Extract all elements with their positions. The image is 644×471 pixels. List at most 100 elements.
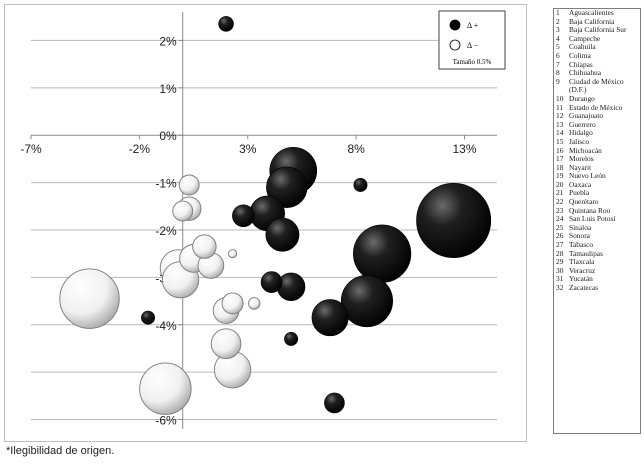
state-name: Tlaxcala — [569, 257, 595, 267]
legend-label: Δ − — [467, 41, 479, 50]
legend-label: Δ + — [467, 21, 479, 30]
y-tick-label: 1% — [159, 82, 177, 96]
bubble-positive — [265, 217, 300, 252]
bubble-negative — [248, 297, 261, 310]
state-name: Baja California Sur — [569, 25, 627, 35]
y-tick-label: -6% — [155, 414, 177, 428]
bubble-negative — [139, 362, 192, 415]
bubble-positive — [324, 392, 345, 414]
state-row: 1 Aguascalientes — [554, 9, 640, 18]
bubble-positive — [260, 271, 283, 293]
state-number: 15 — [556, 136, 564, 146]
state-name: Oaxaca — [569, 179, 592, 189]
state-name: Nayarit — [569, 162, 592, 172]
state-name: Aguascalientes — [569, 8, 614, 17]
state-name: Michoacán — [569, 145, 602, 155]
state-number: 27 — [556, 240, 564, 250]
x-tick-label: 8% — [347, 142, 365, 156]
bubble-negative — [178, 174, 200, 196]
state-name: Durango — [569, 93, 595, 103]
bubble-negative — [228, 249, 238, 259]
state-row: 5 Coahuila — [554, 43, 640, 52]
legend-marker-negative — [449, 39, 461, 51]
state-name: Yucatán — [569, 274, 593, 284]
state-row: 17 Morelos — [554, 154, 640, 164]
bubble-positive — [353, 224, 412, 283]
y-tick-label: -1% — [155, 177, 177, 191]
state-name: Nuevo León — [569, 171, 606, 181]
y-tick-label: -4% — [155, 319, 177, 333]
state-number: 28 — [556, 248, 564, 258]
bubble-chart: -7%-2%3%8%13%2%1%0%-1%-2%-3%-4%-5%-6% Δ … — [20, 10, 506, 429]
state-row: 19 Nuevo León — [554, 172, 640, 181]
state-name: Guanajuato — [569, 111, 604, 121]
state-row: 24 San Luis Potosí — [554, 215, 640, 224]
state-number: 31 — [556, 274, 564, 284]
footnote: *Ilegibilidad de origen. — [6, 445, 115, 457]
state-row: 6 Colima — [554, 50, 640, 61]
state-name: Morelos — [569, 154, 594, 164]
x-tick-label: -7% — [20, 142, 42, 156]
bubble-positive — [284, 332, 299, 346]
bubble-positive — [311, 299, 349, 337]
state-number: 16 — [556, 145, 564, 155]
state-number: 24 — [556, 214, 564, 224]
state-number: 26 — [556, 231, 564, 241]
state-row: 22 Querétaro — [554, 197, 640, 207]
state-name: Estado de México — [569, 102, 623, 112]
state-row: 26 Sonora — [554, 232, 640, 241]
state-number: 5 — [556, 42, 560, 52]
state-name: Puebla — [569, 188, 590, 198]
state-row: 14 Hidalgo — [554, 129, 640, 138]
state-row: 30 Veracruz — [554, 265, 640, 276]
state-name: Chiapas — [569, 59, 593, 69]
x-tick-label: -2% — [129, 142, 151, 156]
legend: Δ + Δ − Tamaño 0.5% — [438, 10, 506, 70]
state-number: 9 — [556, 76, 560, 86]
state-number: 11 — [556, 102, 564, 112]
state-number: 17 — [556, 154, 564, 164]
state-name: Colima — [569, 50, 591, 60]
state-row: 10 Durango — [554, 93, 640, 104]
state-row: 29 Tlaxcala — [554, 258, 640, 267]
bubble-positive — [276, 272, 306, 302]
state-number: 1 — [556, 8, 560, 17]
state-number: 20 — [556, 179, 564, 189]
bubble-negative — [192, 234, 217, 259]
legend-size-note: Tamaño 0.5% — [453, 58, 492, 66]
state-name: Sinaloa — [569, 222, 592, 232]
state-name: Guerrero — [569, 119, 596, 129]
state-number: 3 — [556, 25, 560, 35]
y-tick-label: 2% — [159, 34, 177, 48]
bubble-positive — [232, 204, 255, 228]
state-name: Chihuahua — [569, 68, 602, 78]
state-row: 21 Puebla — [554, 189, 640, 198]
bubble-positive — [141, 310, 155, 325]
state-number: 19 — [556, 171, 564, 181]
x-tick-label: 13% — [452, 142, 476, 156]
state-row: 27 Tabasco — [554, 240, 640, 250]
state-row: 9 Ciudad de México (D.F.) — [554, 76, 640, 95]
state-name: Veracruz — [569, 265, 596, 275]
state-row: 20 Oaxaca — [554, 179, 640, 190]
state-row: 18 Nayarit — [554, 162, 640, 173]
state-name: Sonora — [569, 231, 590, 241]
state-row: 4 Campeche — [554, 34, 640, 44]
state-number: 25 — [556, 222, 564, 232]
legend-marker-positive — [449, 19, 461, 31]
chart-frame: -7%-2%3%8%13%2%1%0%-1%-2%-3%-4%-5%-6% Δ … — [4, 4, 527, 442]
state-name: Hidalgo — [569, 128, 593, 138]
state-row: 7 Chiapas — [554, 59, 640, 70]
state-number: 10 — [556, 93, 564, 103]
state-row: 8 Chihuahua — [554, 69, 640, 78]
legend-box — [438, 10, 506, 70]
state-name: Jalisco — [569, 136, 590, 146]
state-name: Baja California — [569, 16, 615, 26]
bubble-positive — [340, 275, 393, 328]
state-number: 32 — [556, 283, 564, 292]
state-row: 31 Yucatán — [554, 275, 640, 284]
bubble-layer — [59, 16, 492, 415]
bubble-positive — [218, 16, 234, 32]
state-name: Zacatecas — [569, 283, 599, 292]
state-row: 15 Jalisco — [554, 136, 640, 147]
